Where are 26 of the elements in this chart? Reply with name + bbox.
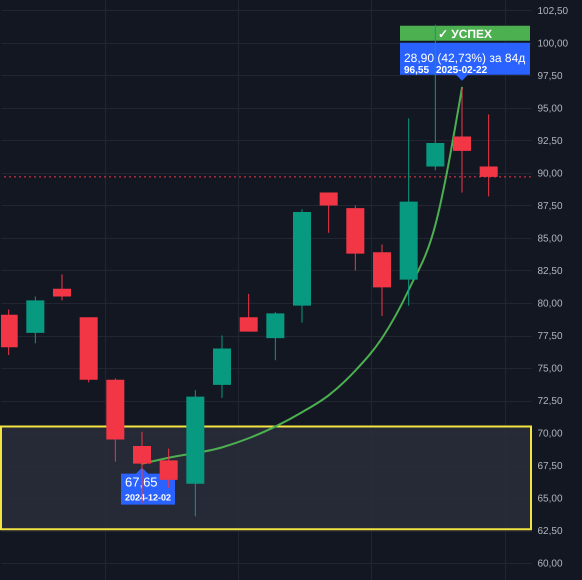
y-tick-label: 82,50 <box>538 266 563 277</box>
y-tick-label: 102,50 <box>538 6 569 17</box>
y-tick-label: 87,50 <box>538 200 563 212</box>
y-tick-label: 72,50 <box>538 396 563 408</box>
y-tick-label: 80,00 <box>538 298 563 310</box>
y-tick-label: 62,50 <box>538 526 563 538</box>
candlestick <box>53 274 71 301</box>
y-tick-label: 77,50 <box>538 331 563 342</box>
y-tick-label: 70,00 <box>538 428 563 440</box>
y-tick-label: 92,50 <box>538 136 563 147</box>
candlestick <box>160 448 178 488</box>
annotation: ✓ УСПЕХ <box>438 26 492 41</box>
annotation: 28,90 (42,73%) за 84д <box>404 50 526 65</box>
y-tick-label: 85,00 <box>538 233 563 244</box>
y-tick-label: 65,00 <box>538 494 563 505</box>
candlestick <box>240 293 258 332</box>
y-tick-label: 67,50 <box>538 461 563 472</box>
y-tick-label: 95,00 <box>538 103 563 114</box>
y-tick-label: 97,50 <box>538 70 563 82</box>
y-tick-label: 75,00 <box>538 364 563 375</box>
y-tick-label: 100,00 <box>538 38 569 50</box>
candlestick <box>320 192 338 234</box>
y-tick-label: 90,00 <box>538 168 563 180</box>
annotation: 96,55 <box>404 64 430 76</box>
y-tick-label: 60,00 <box>538 558 563 570</box>
annotation: 2025-02-22 <box>436 64 488 76</box>
